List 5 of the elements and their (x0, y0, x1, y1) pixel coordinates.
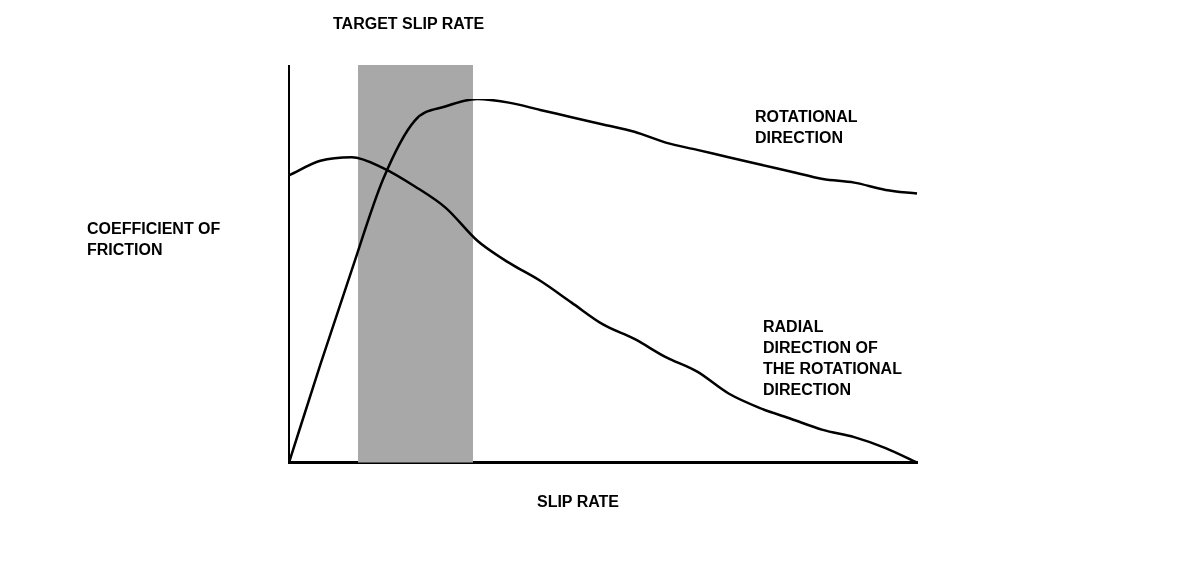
text: TARGET SLIP RATE (333, 15, 485, 33)
y-axis-title: COEFFICIENT OF FRICTION (87, 220, 221, 259)
x-axis-title: SLIP RATE (536, 493, 620, 511)
series-label: RADIAL DIRECTION OF THE ROTATIONAL DIRECTION (763, 318, 903, 399)
series-label: ROTATIONAL DIRECTION (755, 108, 858, 147)
